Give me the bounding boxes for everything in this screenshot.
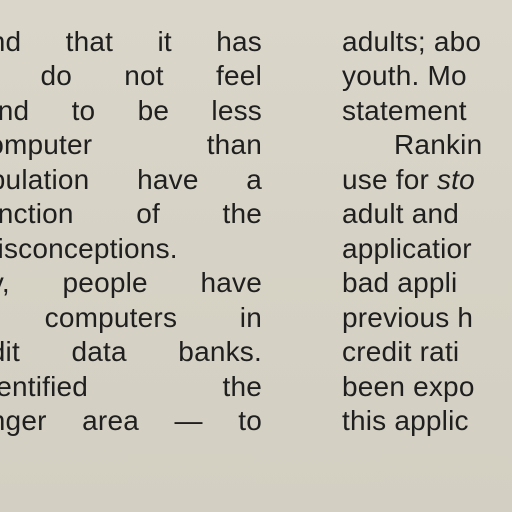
text-line: adult and <box>342 198 460 229</box>
text-line: tend to be less <box>0 94 262 126</box>
text-line: been expo <box>342 370 475 402</box>
text-line: previous h <box>342 301 474 333</box>
text-line: and that it has <box>0 25 262 57</box>
left-text-column: and that it has y do not feel tend to be… <box>0 0 262 473</box>
text-line: credit rati <box>342 336 460 367</box>
paragraph-start-line: Rankin <box>394 129 483 160</box>
right-text-column: adults; abo youth. Mo statement Rankin u… <box>342 0 512 473</box>
text-line: opulation have a <box>0 163 262 195</box>
text-line: use for sto <box>342 163 512 198</box>
text-line <box>342 439 512 474</box>
text-line: edit data banks. <box>0 336 262 367</box>
text-line: adults; abo <box>342 25 482 57</box>
text-line: ey, people have <box>0 267 262 298</box>
text-line: youth. Mo <box>342 60 467 91</box>
text-line: function of the <box>0 198 262 229</box>
text-line: statement <box>342 94 467 126</box>
text-fragment: use for <box>342 163 429 195</box>
text-line: anger area — to <box>0 405 262 436</box>
text-line: misconceptions. <box>0 232 178 264</box>
text-line: computer than <box>0 129 262 160</box>
text-line: y do not feel <box>0 60 262 91</box>
text-line <box>0 0 262 25</box>
italic-fragment: sto <box>436 163 475 195</box>
text-line: applicatior <box>342 232 472 264</box>
text-line: identified the <box>0 370 262 402</box>
text-line: this applic <box>342 405 469 436</box>
text-line <box>342 0 512 25</box>
text-line: f computers in <box>0 301 262 333</box>
text-line <box>0 439 262 474</box>
text-line: bad appli <box>342 267 458 298</box>
